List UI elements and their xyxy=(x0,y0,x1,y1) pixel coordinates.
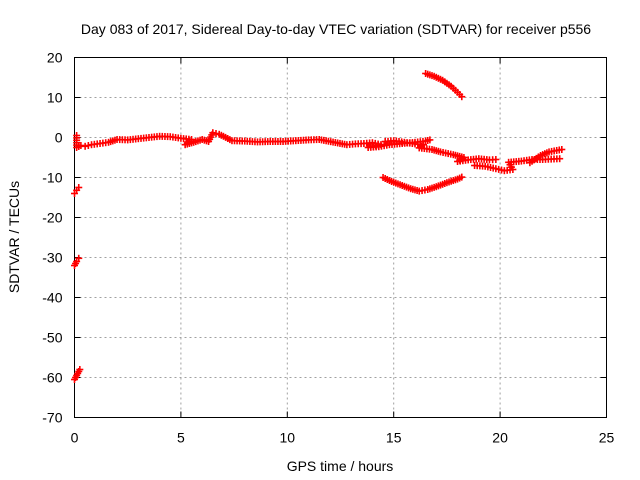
y-tick-label: -10 xyxy=(42,170,62,186)
y-tick-label: -60 xyxy=(42,370,62,386)
x-tick-label: 25 xyxy=(599,430,615,446)
y-tick-label: 0 xyxy=(55,130,63,146)
data-point xyxy=(426,136,434,144)
data-point xyxy=(458,93,466,101)
y-tick-label: -40 xyxy=(42,290,62,306)
data-point xyxy=(558,146,566,153)
x-tick-label: 0 xyxy=(71,430,79,446)
x-axis-label: GPS time / hours xyxy=(287,458,394,474)
plot-frame xyxy=(74,57,607,418)
data-point xyxy=(76,366,84,373)
data-point xyxy=(75,254,83,262)
x-tick-label: 10 xyxy=(280,430,296,446)
data-point xyxy=(75,184,83,191)
y-tick-label: -20 xyxy=(42,210,62,226)
axis-ticks: 0 5 10 15 20 25 20 10 0 -10 -20 -30 -40 -50 -60 -70 xyxy=(42,50,614,446)
y-axis-label: SDTVAR / TECUs xyxy=(6,181,22,293)
data-points xyxy=(71,70,566,383)
y-tick-label: 20 xyxy=(47,50,63,66)
data-point xyxy=(458,173,466,181)
x-tick-label: 15 xyxy=(386,430,402,446)
y-tick-label: -70 xyxy=(42,410,62,426)
data-point xyxy=(492,156,500,163)
chart-title: Day 083 of 2017, Sidereal Day-to-day VTE… xyxy=(81,21,591,37)
grid xyxy=(74,57,607,418)
x-tick-label: 5 xyxy=(177,430,185,446)
y-tick-label: -30 xyxy=(42,250,62,266)
y-tick-label: -50 xyxy=(42,330,62,346)
data-point xyxy=(556,155,564,163)
y-tick-label: 10 xyxy=(47,90,63,106)
x-tick-label: 20 xyxy=(492,430,508,446)
